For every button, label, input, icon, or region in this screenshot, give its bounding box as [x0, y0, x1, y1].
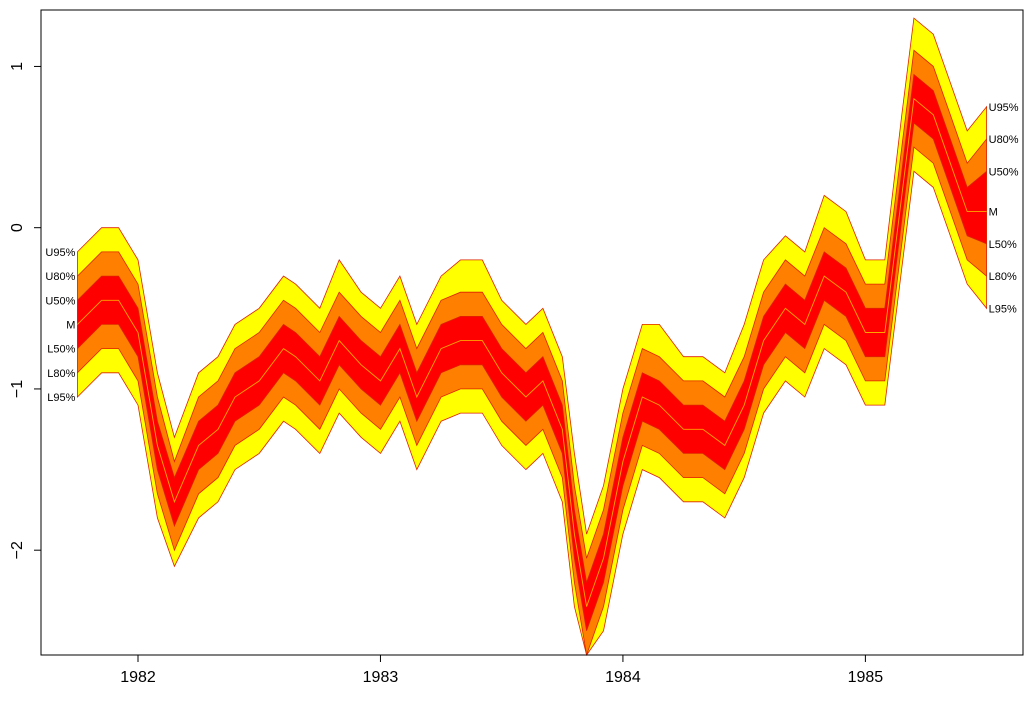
band-label-l80: L80%: [989, 271, 1017, 283]
band-50: [77, 73, 987, 631]
right-band-labels: U95% U80% U50% M L50% L80% L95%: [989, 102, 1019, 316]
y-axis: −2 −1 0 1: [9, 62, 41, 559]
fan-bands: [77, 17, 987, 656]
band-label-l80: L80%: [47, 368, 75, 380]
x-tick-label: 1983: [363, 669, 399, 686]
y-tick-label: −2: [9, 541, 26, 559]
band-95: [77, 17, 987, 656]
band-label-u80: U80%: [989, 134, 1019, 146]
band-label-u50: U50%: [989, 166, 1019, 178]
median-line: [77, 97, 987, 607]
band-label-u95: U95%: [45, 247, 75, 259]
left-band-labels: U95% U80% U50% M L50% L80% L95%: [45, 247, 75, 404]
plot-frame: [40, 9, 1024, 656]
band-label-m: M: [66, 319, 75, 331]
band-label-l50: L50%: [989, 239, 1017, 251]
band-label-m: M: [989, 207, 998, 219]
band-label-u95: U95%: [989, 102, 1019, 114]
band-label-u80: U80%: [45, 271, 75, 283]
y-tick-label: 1: [9, 62, 26, 71]
y-tick-label: −1: [9, 380, 26, 398]
x-tick-label: 1982: [120, 669, 156, 686]
x-axis: 1982 1983 1984 1985: [120, 655, 883, 686]
median-series: [77, 97, 987, 607]
x-tick-label: 1984: [605, 669, 641, 686]
band-label-l50: L50%: [47, 344, 75, 356]
band-label-l95: L95%: [47, 392, 75, 404]
band-label-l95: L95%: [989, 303, 1017, 315]
x-tick-label: 1985: [848, 669, 884, 686]
band-80: [77, 49, 987, 656]
y-tick-label: 0: [9, 223, 26, 232]
band-label-u50: U50%: [45, 295, 75, 307]
